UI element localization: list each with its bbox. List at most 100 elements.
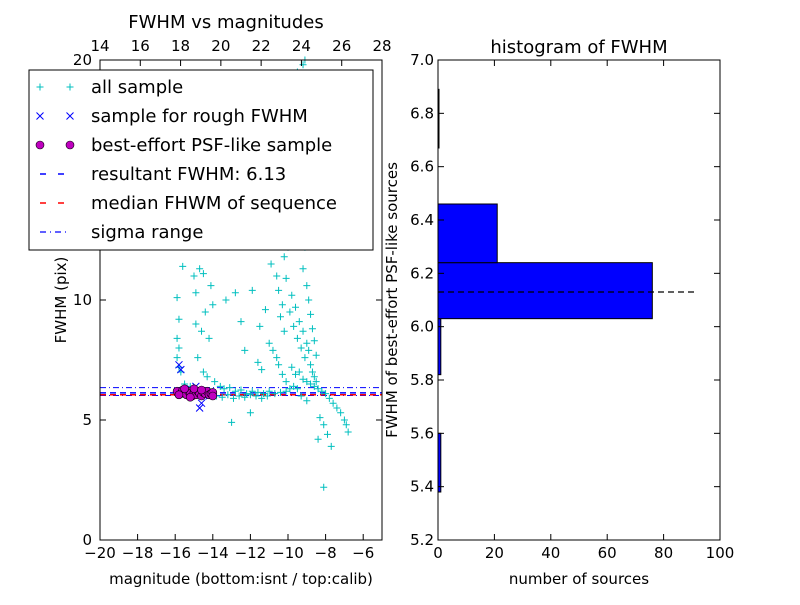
rough-fwhm-point — [197, 399, 206, 408]
y-tick-label: 0 — [82, 531, 92, 549]
histogram-bar — [437, 262, 653, 320]
all-sample-point — [246, 391, 254, 399]
psf-like-point — [197, 385, 206, 395]
all-sample-point — [231, 387, 239, 395]
all-sample-point — [175, 315, 183, 323]
y-tick-label: 20 — [73, 51, 92, 69]
all-sample-point — [282, 378, 290, 386]
histogram-x-label: number of sources — [509, 570, 649, 588]
scatter-title: FWHM vs magnitudes — [128, 12, 323, 33]
all-sample-point — [258, 394, 266, 402]
x-tick-label: −10 — [272, 544, 304, 562]
all-sample-point — [235, 392, 243, 400]
all-sample-point — [307, 361, 315, 369]
legend-box — [28, 69, 374, 251]
all-sample-point — [278, 301, 286, 309]
hist-x-tick-label: 80 — [654, 544, 673, 562]
all-sample-point — [297, 392, 305, 400]
all-sample-point — [303, 282, 311, 290]
all-sample-point — [278, 370, 286, 378]
all-sample-point — [192, 289, 200, 297]
y-ticks: 0 5 10 20 — [73, 51, 382, 549]
all-sample-point — [293, 385, 301, 393]
x-tick-label: −14 — [197, 544, 229, 562]
histogram-bar — [437, 203, 498, 264]
legend-label: sigma range — [91, 222, 203, 243]
all-sample-point — [254, 388, 262, 396]
histogram-panel: 0 20 40 60 80 100 5.2 5.4 5.6 5.8 6.0 6.2 6.4 6.6 6.8… — [383, 37, 734, 588]
all-sample-point — [248, 286, 256, 294]
top-x-tick-label: 26 — [332, 37, 351, 55]
all-sample-point — [310, 337, 318, 345]
hist-x-tick-label: 20 — [485, 544, 504, 562]
all-sample-point — [173, 294, 181, 302]
all-sample-point — [237, 386, 245, 394]
all-sample-point — [276, 313, 284, 321]
all-sample-point — [288, 291, 296, 299]
all-sample-point — [218, 393, 226, 401]
all-sample-point — [194, 354, 202, 362]
all-sample-point — [308, 368, 316, 376]
all-sample-point — [314, 435, 322, 443]
all-sample-point — [290, 382, 298, 390]
all-sample-point — [173, 334, 181, 342]
all-sample-point — [316, 414, 324, 422]
top-x-tick-label: 16 — [131, 37, 150, 55]
legend-entry: resultant FWHM: 6.13 — [40, 164, 286, 185]
top-x-tick-label: 14 — [90, 37, 109, 55]
legend-x-marker — [66, 112, 74, 120]
legend-plus-marker — [66, 83, 74, 91]
top-x-tick-label: 22 — [252, 37, 271, 55]
hist-y-tick-label: 5.6 — [410, 424, 434, 442]
all-sample-point — [329, 399, 337, 407]
all-sample-point — [209, 301, 217, 309]
legend-entry: all sample — [36, 77, 183, 98]
all-sample-point — [198, 327, 206, 335]
all-sample-point — [282, 274, 290, 282]
all-sample-point — [305, 296, 313, 304]
x-tick-label: −6 — [352, 544, 374, 562]
all-sample-point — [252, 392, 260, 400]
scatter-panel: −20 −18 −16 −14 −12 −10 −8 −6 14 16 18 20 22 24 26 28 … — [28, 12, 392, 588]
all-sample-point — [312, 378, 320, 386]
rough-fwhm-point — [195, 404, 204, 412]
all-sample-point — [307, 310, 315, 318]
all-sample-point — [280, 253, 288, 261]
hist-y-tick-label: 5.4 — [410, 478, 434, 496]
bottom-x-ticks: −20 −18 −16 −14 −12 −10 −8 −6 — [84, 534, 374, 562]
psf-like-point — [208, 391, 218, 401]
legend: all sample sample for rough FWHM best-effo… — [28, 69, 374, 251]
hist-y-tick-label: 5.2 — [410, 531, 434, 549]
all-sample-point — [256, 322, 264, 330]
all-sample-point — [211, 378, 219, 386]
all-sample-point — [340, 416, 348, 424]
all-sample-point — [246, 409, 254, 417]
all-sample-point — [190, 272, 198, 280]
legend-label: median FHWM of sequence — [91, 193, 337, 214]
x-tick-label: −8 — [315, 544, 337, 562]
y-tick-label: 5 — [82, 411, 92, 429]
legend-items: all sample sample for rough FWHM best-effo… — [35, 77, 337, 243]
hist-y-tick-label: 6.8 — [410, 104, 434, 122]
hist-y-tick-label: 7.0 — [410, 51, 434, 69]
all-sample-point — [273, 354, 281, 362]
top-x-tick-label: 18 — [171, 37, 190, 55]
all-sample-point — [327, 442, 335, 450]
all-sample-point — [333, 404, 341, 412]
all-sample-point — [297, 344, 305, 352]
all-sample-point — [322, 390, 330, 398]
all-sample-point — [280, 327, 288, 335]
histogram-x-ticks: 0 20 40 60 80 100 — [433, 60, 734, 562]
all-sample-point — [203, 373, 211, 381]
histogram-bars — [437, 88, 653, 493]
all-sample-point — [179, 262, 187, 270]
scatter-x-label: magnitude (bottom:isnt / top:calib) — [109, 570, 373, 588]
x-tick-label: −20 — [84, 544, 116, 562]
histogram-y-label: FWHM of best-effort PSF-like sources — [383, 162, 401, 438]
legend-entry: sigma range — [40, 222, 203, 243]
histogram-y-ticks: 5.2 5.4 5.6 5.8 6.0 6.2 6.4 6.6 6.8 7.0 — [410, 51, 720, 549]
psf-like-point — [174, 390, 184, 400]
all-sample-point — [342, 421, 350, 429]
all-sample-point — [310, 382, 318, 390]
all-sample-point — [318, 387, 326, 395]
